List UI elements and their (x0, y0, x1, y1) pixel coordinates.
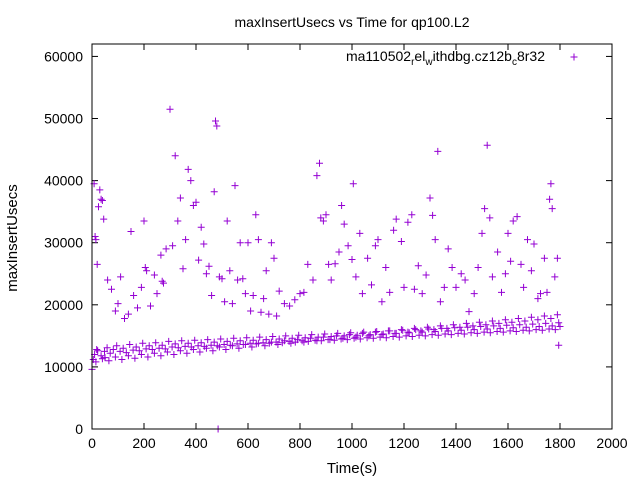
y-tick-label: 40000 (44, 173, 83, 189)
x-tick-label: 200 (132, 435, 156, 451)
legend-plus-marker (570, 53, 578, 61)
plot-frame (91, 43, 613, 430)
x-tick-label: 1800 (544, 435, 575, 451)
legend-label-part: el (414, 48, 425, 64)
legend: ma110502relwithdbg.cz12bc8r32 (346, 48, 578, 68)
legend-label-subscript: c (512, 57, 517, 68)
y-tick-label: 10000 (44, 359, 83, 375)
y-tick-label: 20000 (44, 297, 83, 313)
x-tick-label: 1600 (492, 435, 523, 451)
x-tick-label: 2000 (596, 435, 627, 451)
y-tick-label: 30000 (44, 235, 83, 251)
x-tick-label: 400 (184, 435, 208, 451)
y-tick-label: 60000 (44, 48, 83, 64)
axis-tick-labels: 0 200 400 600 800 1000 1200 1400 1600 1800 2000010… (44, 48, 628, 451)
legend-label-subscript: r (411, 57, 415, 68)
legend-label-part: 8r32 (517, 48, 545, 64)
legend-marker (570, 53, 578, 61)
x-axis-title: Time(s) (327, 460, 377, 477)
legend-label-subscript: w (424, 57, 433, 68)
legend-label: ma110502relwithdbg.cz12bc8r32 (346, 48, 545, 68)
chart-title: maxInsertUsecs vs Time for qp100.L2 (235, 14, 470, 30)
x-tick-label: 800 (288, 435, 312, 451)
x-tick-label: 600 (236, 435, 260, 451)
x-tick-label: 0 (88, 435, 96, 451)
y-tick-label: 0 (75, 421, 83, 437)
y-tick-label: 50000 (44, 111, 83, 127)
legend-label-part: ithdbg.cz12b (433, 48, 513, 64)
x-tick-label: 1200 (388, 435, 419, 451)
x-tick-label: 1000 (336, 435, 367, 451)
x-tick-label: 1400 (440, 435, 471, 451)
legend-label-part: ma110502 (346, 48, 411, 64)
y-axis-title: maxInsertUsecs (4, 184, 21, 292)
